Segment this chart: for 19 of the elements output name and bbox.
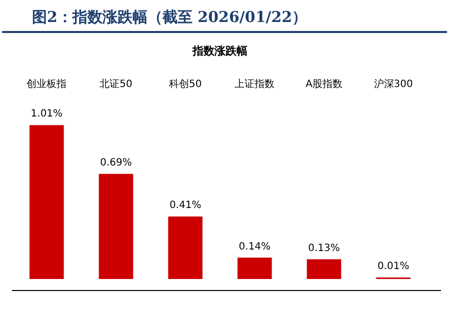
data-label: 0.14% [238, 241, 271, 252]
x-tick-label: 北证50 [100, 78, 132, 90]
data-label: 0.41% [169, 200, 202, 212]
x-tick-label: 上证指数 [234, 78, 275, 90]
bar [306, 259, 342, 279]
x-tick-label: A股指数 [306, 78, 342, 90]
data-label: 0.13% [308, 242, 340, 254]
data-label: 0.01% [377, 261, 410, 272]
bar [98, 174, 134, 279]
data-label: 1.01% [30, 108, 63, 120]
bar [238, 258, 272, 279]
x-tick-label: 创业板指 [26, 78, 67, 90]
bar [168, 216, 202, 279]
chart-subtitle: 指数涨跌幅 [192, 44, 248, 58]
bar [30, 125, 64, 279]
data-label: 0.69% [100, 157, 132, 168]
x-tick-label: 科创50 [168, 78, 202, 90]
chart-title: 图2：指数涨跌幅（截至 2026/01/22） [2, 0, 447, 33]
x-tick-label: 沪深300 [374, 78, 413, 90]
